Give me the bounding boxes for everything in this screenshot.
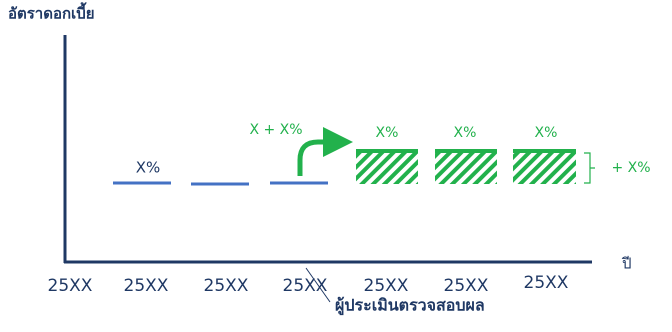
pointer-line <box>305 267 331 303</box>
x-axis-label: ปี <box>621 255 631 273</box>
x-label: 25XX <box>204 276 249 296</box>
x-label: 25XX <box>364 276 409 296</box>
current-label: X% <box>136 159 161 177</box>
future-label: X% <box>454 125 477 141</box>
arrow <box>297 127 353 176</box>
future-label: X% <box>535 125 558 141</box>
increase-label: X + X% <box>249 122 302 138</box>
hatched-box <box>356 152 418 184</box>
x-label: 25XX <box>283 276 328 296</box>
x-label: 25XX <box>48 276 93 296</box>
hatched-box <box>435 152 497 184</box>
x-label: 25XX <box>444 276 489 296</box>
x-label: 25XX <box>524 273 569 293</box>
hatched-box <box>513 152 576 184</box>
annotation: ผู้ประเมินตรวจสอบผล <box>335 296 485 317</box>
delta-label: + X% <box>611 160 650 176</box>
future-label: X% <box>376 125 399 141</box>
y-axis-label: อัตราดอกเบี้ย <box>8 2 95 23</box>
x-label: 25XX <box>124 276 169 296</box>
bracket <box>584 152 595 184</box>
